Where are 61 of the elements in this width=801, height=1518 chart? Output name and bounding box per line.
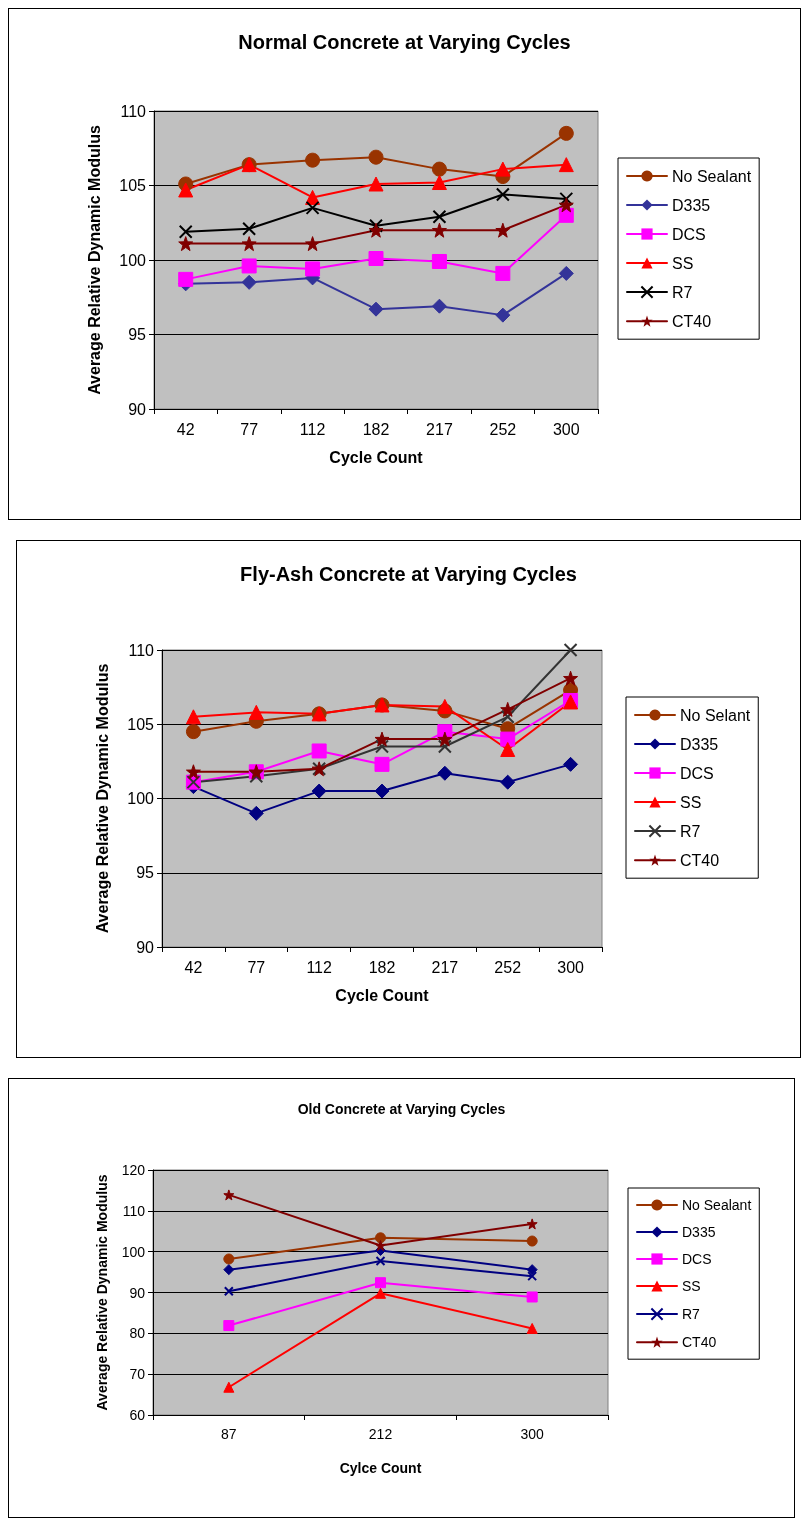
x-tick-label: 300 xyxy=(552,420,580,438)
legend-label: D335 xyxy=(680,735,719,753)
x-tick-label: 252 xyxy=(494,958,522,976)
y-tick-label: 100 xyxy=(121,1243,146,1260)
y-axis-title: Average Relative Dynamic Modulus xyxy=(93,1174,110,1411)
y-tick-label: 90 xyxy=(136,938,155,956)
y-tick-label: 105 xyxy=(127,715,155,733)
x-tick-label: 217 xyxy=(426,420,453,438)
x-tick-label: 252 xyxy=(489,420,517,438)
x-tick-label: 182 xyxy=(368,958,396,976)
x-tick-label: 42 xyxy=(176,420,195,438)
legend-label: R7 xyxy=(682,1306,701,1323)
chart-title: Old Concrete at Varying Cycles xyxy=(297,1101,506,1117)
x-tick-label: 42 xyxy=(184,958,203,976)
legend-label: CT40 xyxy=(672,312,712,330)
legend-label: R7 xyxy=(680,822,701,840)
y-tick-label: 90 xyxy=(128,400,147,418)
y-tick-label: 70 xyxy=(129,1366,146,1383)
x-tick-label: 87 xyxy=(221,1426,237,1442)
legend-label: DCS xyxy=(682,1251,712,1267)
y-tick-label: 105 xyxy=(119,177,147,194)
chart-title: Fly-Ash Concrete at Varying Cycles xyxy=(240,563,577,585)
y-tick-label: 60 xyxy=(129,1407,146,1423)
legend-label: No Sealant xyxy=(672,167,752,185)
x-tick-label: 212 xyxy=(368,1426,393,1442)
legend-label: DCS xyxy=(680,764,714,782)
legend-label: SS xyxy=(672,254,694,272)
y-axis-title: Average Relative Dynamic Modulus xyxy=(85,125,103,395)
x-tick-label: 300 xyxy=(557,958,585,976)
y-tick-label: 95 xyxy=(128,326,147,343)
x-axis-title: Cycle Count xyxy=(329,448,424,466)
x-tick-label: 112 xyxy=(306,958,332,976)
y-axis-title: Average Relative Dynamic Modulus xyxy=(93,663,111,934)
legend-label: DCS xyxy=(672,225,706,243)
x-tick-label: 77 xyxy=(247,958,266,976)
y-tick-label: 120 xyxy=(121,1162,146,1178)
x-tick-label: 300 xyxy=(520,1426,545,1442)
x-tick-label: 112 xyxy=(299,420,326,438)
legend-label: No Sealant xyxy=(682,1197,752,1213)
y-tick-label: 80 xyxy=(129,1325,146,1342)
legend-label: CT40 xyxy=(682,1334,717,1351)
x-tick-label: 217 xyxy=(431,958,459,976)
y-tick-label: 90 xyxy=(129,1284,146,1301)
x-axis-title: Cylce Count xyxy=(339,1460,422,1476)
legend-label: R7 xyxy=(672,283,693,301)
y-tick-label: 110 xyxy=(128,641,155,659)
x-tick-label: 182 xyxy=(362,420,390,438)
legend-label: D335 xyxy=(672,196,711,214)
legend-label: SS xyxy=(680,793,702,811)
legend-label: SS xyxy=(682,1278,701,1294)
y-tick-label: 110 xyxy=(122,1202,146,1219)
y-tick-label: 100 xyxy=(119,251,147,269)
y-tick-label: 110 xyxy=(120,102,147,120)
y-tick-label: 100 xyxy=(127,790,155,807)
x-tick-label: 77 xyxy=(240,420,259,438)
legend-label: CT40 xyxy=(680,851,720,869)
x-axis-title: Cycle Count xyxy=(335,986,430,1004)
chart-title: Normal Concrete at Varying Cycles xyxy=(238,31,571,53)
y-tick-label: 95 xyxy=(136,864,155,882)
legend-label: D335 xyxy=(682,1224,716,1240)
legend-label: No Selant xyxy=(680,706,751,724)
